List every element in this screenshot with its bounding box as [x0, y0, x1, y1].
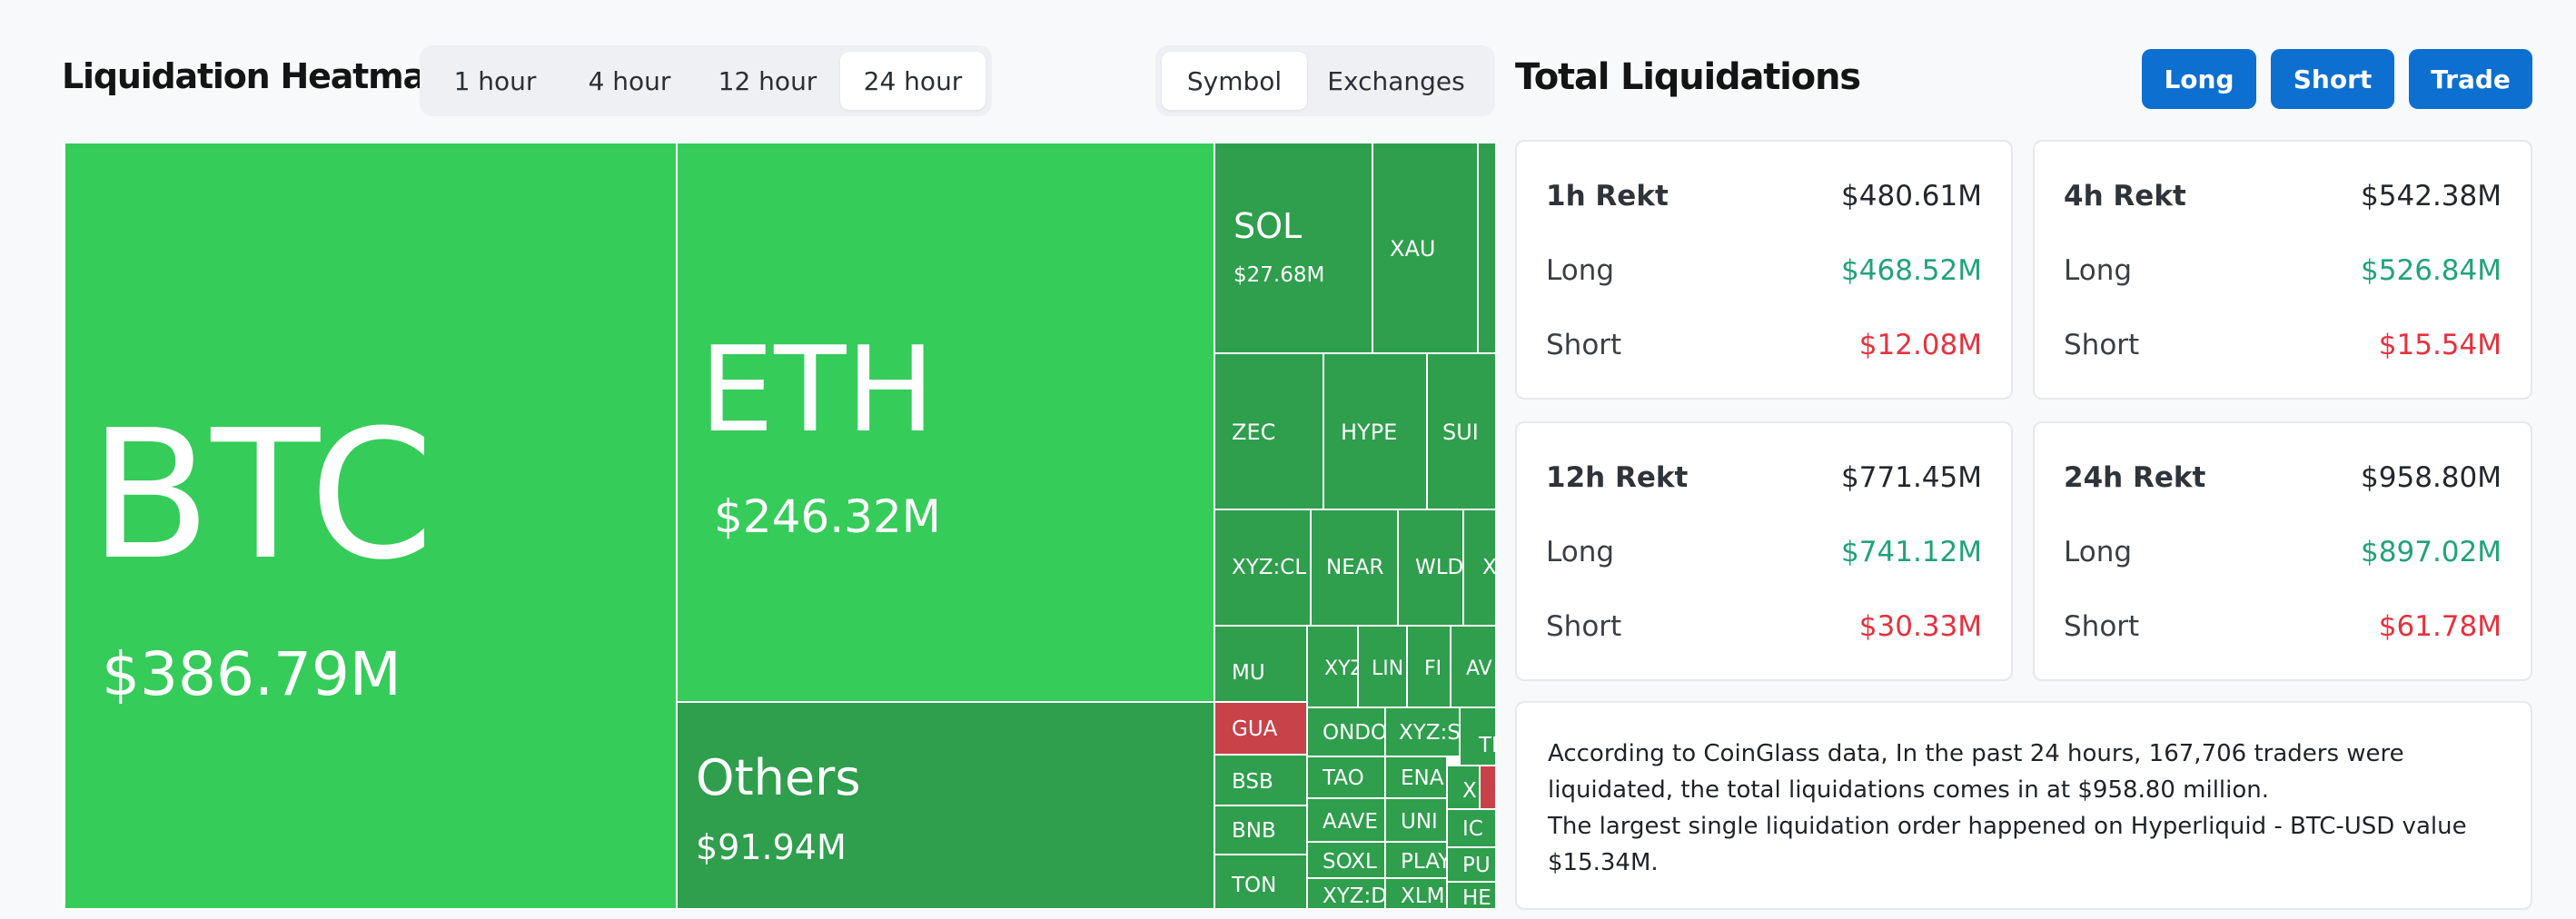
rekt-card-24h: 24h Rekt $958.80M Long $897.02M Short $61.7… — [2033, 421, 2532, 681]
total-value: $958.80M — [2361, 461, 2502, 494]
timeframe-1h-tab[interactable]: 1 hour — [453, 65, 537, 96]
period-label: 1h Rekt — [1546, 180, 1669, 212]
treemap-cell-gua[interactable]: GUA — [1214, 701, 1308, 756]
rekt-card-12h: 12h Rekt $771.45M Long $741.12M Short $30.3… — [1515, 421, 2013, 681]
treemap-cell-zec[interactable]: ZEC — [1214, 352, 1324, 510]
short-value: $61.78M — [2378, 610, 2502, 643]
treemap-cell-bsb[interactable]: BSB — [1214, 754, 1308, 806]
treemap-cell-hype[interactable]: HYPE — [1323, 352, 1428, 510]
total-liquidations-title: Total Liquidations — [1515, 56, 1861, 98]
short-label: Short — [2064, 329, 2140, 361]
liquidation-summary: According to CoinGlass data, In the past… — [1515, 701, 2532, 910]
short-label: Short — [1546, 610, 1622, 643]
long-label: Long — [2064, 536, 2133, 568]
treemap-cell-ic[interactable]: IC — [1446, 808, 1497, 848]
summary-line-1: According to CoinGlass data, In the past… — [1548, 740, 2404, 804]
long-button[interactable]: Long — [2142, 49, 2256, 109]
treemap-cell-pu[interactable]: PU — [1446, 846, 1497, 883]
view-exchanges-tab[interactable]: Exchanges — [1327, 65, 1465, 96]
long-label: Long — [1546, 254, 1615, 287]
treemap-cell-play[interactable]: PLAY — [1384, 841, 1448, 879]
short-label: Short — [1546, 329, 1622, 361]
total-value: $480.61M — [1841, 180, 1982, 212]
cell-value: $91.94M — [696, 827, 847, 867]
treemap-cell-btc[interactable]: BTC $386.79M — [64, 142, 678, 910]
treemap-cell-eth[interactable]: ETH $246.32M — [676, 142, 1215, 703]
long-value: $897.02M — [2361, 536, 2502, 568]
cell-symbol: BTC — [89, 392, 434, 599]
treemap-cell-wld[interactable]: WLD — [1397, 509, 1464, 627]
long-value: $741.12M — [1841, 536, 1982, 568]
short-value: $30.33M — [1858, 610, 1982, 643]
treemap-cell-xyz-d[interactable]: XYZ:D — [1306, 877, 1386, 910]
period-label: 12h Rekt — [1546, 461, 1689, 494]
treemap-cell-sol[interactable]: SOL $27.68M — [1214, 142, 1373, 354]
treemap-cell-av[interactable]: AV — [1450, 625, 1497, 708]
cell-symbol: ETH — [699, 321, 936, 459]
treemap-cell-xyz-cl[interactable]: XYZ:CL — [1214, 509, 1312, 627]
treemap-cell-soxl[interactable]: SOXL — [1306, 841, 1386, 879]
short-button[interactable]: Short — [2271, 49, 2394, 109]
short-value: $12.08M — [1858, 329, 1982, 361]
liquidation-treemap: BTC $386.79M ETH $246.32M Others $91.94M… — [64, 142, 1497, 910]
treemap-cell-xyz[interactable]: XYZ — [1306, 625, 1359, 708]
view-symbol-tab[interactable]: Symbol — [1162, 52, 1307, 110]
treemap-cell-small-red[interactable] — [1479, 765, 1497, 810]
timeframe-4h-tab[interactable]: 4 hour — [588, 65, 671, 96]
short-value: $15.54M — [2378, 329, 2502, 361]
long-value: $526.84M — [2361, 254, 2502, 287]
treemap-cell-bnb[interactable]: BNB — [1214, 805, 1308, 855]
summary-line-2: The largest single liquidation order hap… — [1548, 813, 2467, 876]
treemap-cell-tao[interactable]: TAO — [1306, 756, 1386, 799]
heatmap-title: Liquidation Heatmap — [62, 56, 450, 96]
cell-value: $386.79M — [102, 639, 401, 709]
period-label: 24h Rekt — [2064, 461, 2206, 494]
view-selector: Symbol Exchanges — [1155, 45, 1495, 116]
short-label: Short — [2064, 610, 2140, 643]
total-value: $771.45M — [1841, 461, 1982, 494]
treemap-cell-small[interactable] — [1477, 142, 1497, 354]
timeframe-12h-tab[interactable]: 12 hour — [718, 65, 817, 96]
treemap-cell-others[interactable]: Others $91.94M — [676, 701, 1215, 910]
treemap-cell-xyz-s[interactable]: XYZ:S — [1384, 707, 1461, 757]
treemap-cell-ton[interactable]: TON — [1214, 854, 1308, 910]
treemap-cell-aave[interactable]: AAVE — [1306, 797, 1386, 843]
treemap-cell-lin[interactable]: LIN — [1357, 625, 1408, 708]
long-label: Long — [1546, 536, 1615, 568]
trade-button[interactable]: Trade — [2409, 49, 2532, 109]
long-label: Long — [2064, 254, 2133, 287]
treemap-cell-fi[interactable]: FI — [1406, 625, 1451, 708]
timeframe-24h-tab[interactable]: 24 hour — [840, 52, 986, 110]
cell-symbol: SOL — [1234, 206, 1303, 246]
cell-value: $246.32M — [714, 490, 941, 543]
period-label: 4h Rekt — [2064, 180, 2186, 212]
timeframe-selector: 1 hour 4 hour 12 hour 24 hour — [420, 45, 992, 116]
treemap-cell-near[interactable]: NEAR — [1310, 509, 1399, 627]
treemap-cell-xlm[interactable]: XLM — [1384, 877, 1448, 910]
treemap-cell-ena[interactable]: ENA — [1384, 756, 1448, 799]
treemap-cell-ondo[interactable]: ONDO — [1306, 707, 1386, 757]
treemap-cell-he[interactable]: HE — [1446, 881, 1497, 910]
rekt-card-4h: 4h Rekt $542.38M Long $526.84M Short $15.54… — [2033, 140, 2532, 400]
treemap-cell-xau[interactable]: XAU — [1372, 142, 1479, 354]
treemap-cell-uni[interactable]: UNI — [1384, 797, 1448, 843]
treemap-cell-x2[interactable]: X — [1446, 765, 1481, 810]
long-value: $468.52M — [1841, 254, 1982, 287]
cell-symbol: Others — [696, 749, 861, 806]
treemap-cell-x[interactable]: X — [1462, 509, 1497, 627]
treemap-cell-sui[interactable]: SUI — [1426, 352, 1497, 510]
rekt-card-1h: 1h Rekt $480.61M Long $468.52M Short $12.08… — [1515, 140, 2013, 400]
cell-value: $27.68M — [1234, 263, 1325, 287]
total-value: $542.38M — [2361, 180, 2502, 212]
